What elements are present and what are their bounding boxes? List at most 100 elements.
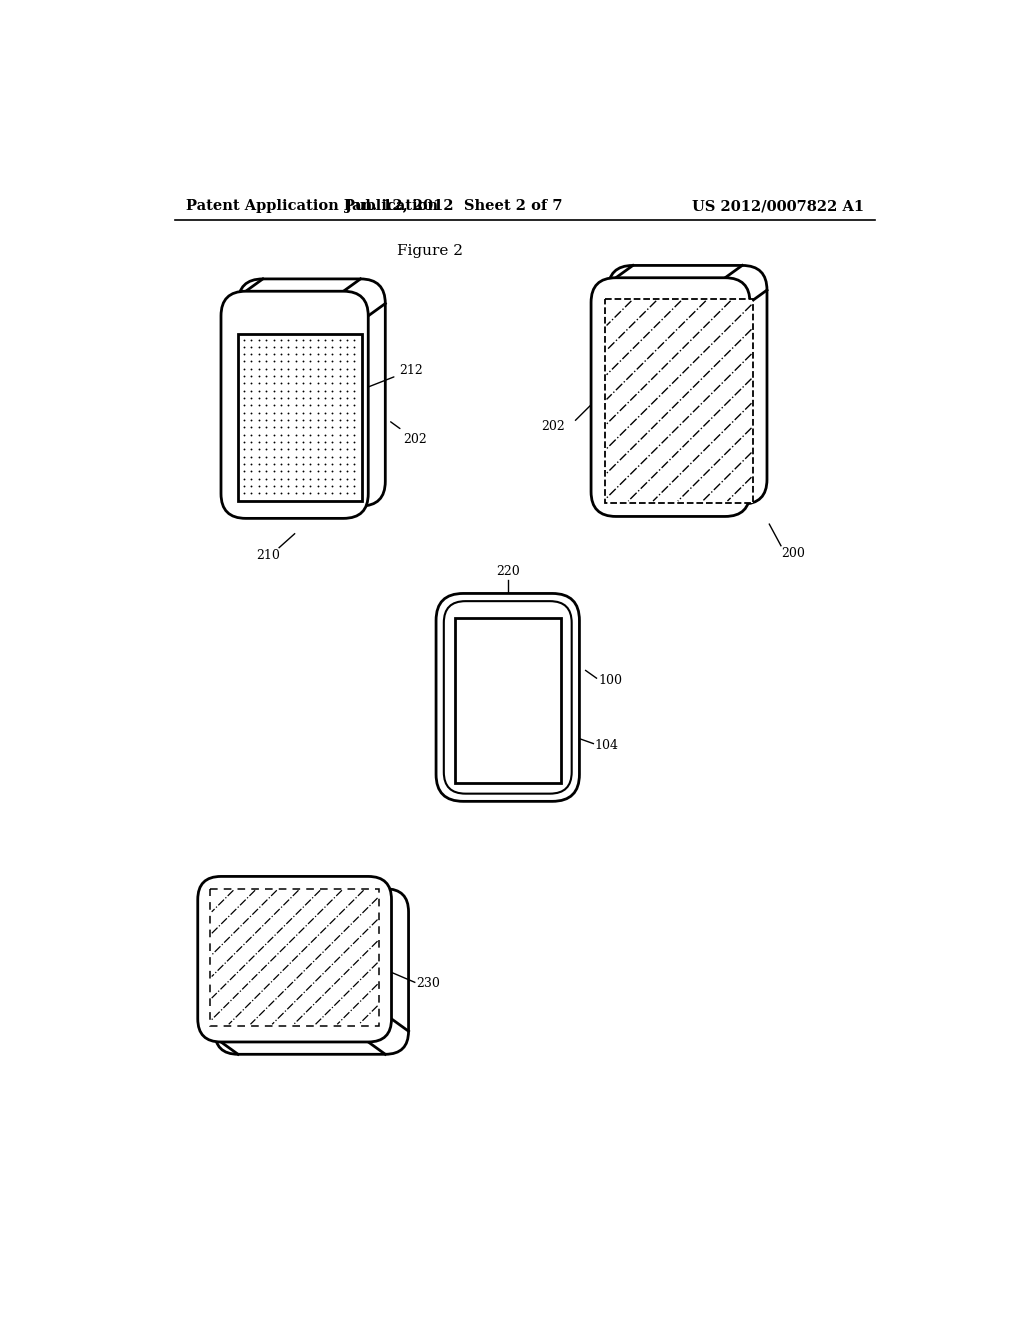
Point [236, 366, 252, 387]
Point [265, 366, 282, 387]
Point [332, 329, 348, 350]
Point [325, 337, 341, 358]
Point [251, 438, 267, 459]
Point [244, 388, 260, 409]
Point [309, 366, 326, 387]
Point [236, 409, 252, 430]
Point [251, 395, 267, 416]
Point [272, 388, 289, 409]
Point [339, 417, 355, 438]
Point [288, 446, 304, 467]
Point [339, 461, 355, 482]
Point [251, 358, 267, 379]
Point [339, 351, 355, 372]
Point [265, 329, 282, 350]
Point [236, 432, 252, 453]
Point [272, 343, 289, 364]
Point [302, 424, 318, 445]
Point [339, 329, 355, 350]
Text: 212: 212 [365, 363, 423, 388]
Point [302, 461, 318, 482]
Point [280, 358, 296, 379]
Point [339, 446, 355, 467]
Point [272, 358, 289, 379]
Point [272, 475, 289, 496]
Point [346, 438, 362, 459]
Point [258, 409, 274, 430]
Point [346, 453, 362, 474]
Point [316, 358, 333, 379]
Point [244, 432, 260, 453]
Point [265, 395, 282, 416]
Point [258, 366, 274, 387]
Point [244, 483, 260, 504]
Point [302, 380, 318, 401]
Text: 100: 100 [599, 675, 623, 686]
Point [251, 453, 267, 474]
FancyBboxPatch shape [238, 279, 385, 506]
Point [332, 358, 348, 379]
Point [325, 380, 341, 401]
Point [258, 351, 274, 372]
Point [346, 424, 362, 445]
Point [244, 329, 260, 350]
Point [332, 388, 348, 409]
Point [295, 343, 311, 364]
Point [244, 343, 260, 364]
Point [288, 483, 304, 504]
Point [251, 417, 267, 438]
Point [272, 329, 289, 350]
Point [346, 343, 362, 364]
Point [295, 366, 311, 387]
Point [288, 432, 304, 453]
Point [346, 372, 362, 393]
Point [325, 453, 341, 474]
Point [244, 461, 260, 482]
FancyBboxPatch shape [443, 601, 571, 793]
Point [332, 395, 348, 416]
Point [265, 358, 282, 379]
Point [280, 469, 296, 490]
Point [332, 351, 348, 372]
Point [280, 351, 296, 372]
Point [258, 380, 274, 401]
Point [258, 329, 274, 350]
Point [265, 380, 282, 401]
Point [346, 366, 362, 387]
Point [272, 417, 289, 438]
Bar [605, 300, 753, 503]
Point [288, 417, 304, 438]
Point [251, 337, 267, 358]
Point [258, 343, 274, 364]
FancyBboxPatch shape [436, 594, 580, 801]
Point [325, 483, 341, 504]
Point [288, 409, 304, 430]
Point [236, 483, 252, 504]
Point [288, 438, 304, 459]
Text: 202: 202 [541, 420, 564, 433]
Point [309, 483, 326, 504]
Point [265, 446, 282, 467]
Point [258, 358, 274, 379]
Point [302, 388, 318, 409]
Point [265, 409, 282, 430]
Point [339, 409, 355, 430]
Point [332, 432, 348, 453]
Point [316, 351, 333, 372]
Point [302, 475, 318, 496]
Point [280, 432, 296, 453]
Point [339, 372, 355, 393]
Point [309, 337, 326, 358]
Point [332, 424, 348, 445]
Point [325, 417, 341, 438]
Point [295, 358, 311, 379]
Point [302, 432, 318, 453]
Point [309, 351, 326, 372]
Point [325, 351, 341, 372]
Bar [455, 618, 561, 783]
Point [288, 395, 304, 416]
Point [339, 432, 355, 453]
Point [265, 438, 282, 459]
Point [346, 358, 362, 379]
Point [236, 403, 252, 424]
